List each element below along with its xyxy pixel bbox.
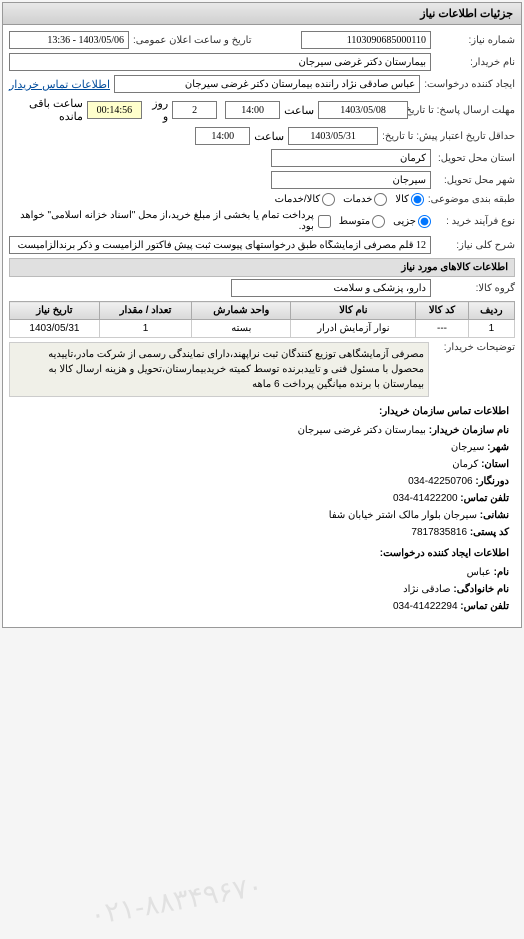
radio-medium[interactable]: متوسط bbox=[339, 215, 385, 228]
table-header-row: ردیف کد کالا نام کالا واحد شمارش تعداد /… bbox=[10, 302, 515, 320]
org-name: بیمارستان دکتر غرضی سیرجان bbox=[298, 425, 426, 436]
delivery-city-label: شهر محل تحویل: bbox=[435, 175, 515, 186]
buyer-name-label: نام خریدار: bbox=[435, 57, 515, 68]
fax-val: 42250706-034 bbox=[408, 476, 473, 487]
address-val: سیرجان بلوار مالک اشتر خیابان شفا bbox=[329, 510, 477, 521]
treasury-checkbox[interactable] bbox=[318, 215, 331, 228]
cell-qty: 1 bbox=[99, 320, 191, 338]
announce-label: تاریخ و ساعت اعلان عمومی: bbox=[133, 35, 252, 46]
postal-label: کد پستی: bbox=[470, 527, 509, 538]
requester-label: ایجاد کننده درخواست: bbox=[424, 79, 515, 90]
buyer-name-input[interactable] bbox=[9, 53, 431, 71]
group-input[interactable] bbox=[231, 279, 431, 297]
radio-kk-input[interactable] bbox=[322, 193, 335, 206]
deadline-label: مهلت ارسال پاسخ: تا تاریخ: bbox=[412, 105, 515, 116]
form-body: شماره نیاز: تاریخ و ساعت اعلان عمومی: نا… bbox=[3, 25, 521, 627]
col-unit: واحد شمارش bbox=[192, 302, 291, 320]
goods-section-title: اطلاعات کالاهای مورد نیاز bbox=[9, 258, 515, 277]
watermark: ۰۲۱-۸۸۳۴۹۶۷۰ bbox=[86, 862, 266, 939]
fax-label: دورنگار: bbox=[475, 476, 509, 487]
radio-medium-input[interactable] bbox=[372, 215, 385, 228]
requester-input[interactable] bbox=[114, 75, 420, 93]
cphone-val: 41422294-034 bbox=[393, 601, 458, 612]
radio-khadamat-input[interactable] bbox=[374, 193, 387, 206]
cell-name: نوار آزمایش ادرار bbox=[291, 320, 416, 338]
name-label: نام: bbox=[494, 567, 509, 578]
contact-block: اطلاعات تماس سازمان خریدار: نام سازمان خ… bbox=[9, 397, 515, 621]
col-code: کد کالا bbox=[416, 302, 468, 320]
state-val: کرمان bbox=[452, 459, 478, 470]
delivery-state-input[interactable] bbox=[271, 149, 431, 167]
time-label-2: ساعت bbox=[254, 130, 284, 143]
remain-time-input bbox=[87, 101, 142, 119]
postal-val: 7817835816 bbox=[411, 527, 467, 538]
cell-code: --- bbox=[416, 320, 468, 338]
radio-kala-khadamat[interactable]: کالا/خدمات bbox=[275, 193, 336, 206]
city-label: شهر: bbox=[487, 442, 509, 453]
radio-khadamat[interactable]: خدمات bbox=[343, 193, 387, 206]
contact-link[interactable]: اطلاعات تماس خریدار bbox=[9, 78, 110, 91]
col-name: نام کالا bbox=[291, 302, 416, 320]
lname-label: نام خانوادگی: bbox=[453, 584, 509, 595]
buyer-desc-box: مصرفی آزمایشگاهی توزیع کنندگان ثبت نراپه… bbox=[9, 342, 429, 397]
cell-unit: بسته bbox=[192, 320, 291, 338]
buyer-desc-label: توضیحات خریدار: bbox=[435, 342, 515, 353]
state-label: استان: bbox=[481, 459, 509, 470]
panel-title: جزئیات اطلاعات نیاز bbox=[3, 3, 521, 25]
phone-val: 41422200-034 bbox=[393, 493, 458, 504]
subject-group-label: طبقه بندی موضوعی: bbox=[428, 194, 515, 205]
radio-kala-input[interactable] bbox=[411, 193, 424, 206]
need-number-input[interactable] bbox=[301, 31, 431, 49]
phone-label: تلفن تماس: bbox=[460, 493, 509, 504]
validity-label: حداقل تاریخ اعتبار پیش: تا تاریخ: bbox=[382, 131, 515, 142]
need-number-label: شماره نیاز: bbox=[435, 35, 515, 46]
remain-days-input bbox=[172, 101, 217, 119]
col-qty: تعداد / مقدار bbox=[99, 302, 191, 320]
need-title-input[interactable] bbox=[9, 236, 431, 254]
radio-kala[interactable]: کالا bbox=[395, 193, 424, 206]
need-details-panel: جزئیات اطلاعات نیاز شماره نیاز: تاریخ و … bbox=[2, 2, 522, 628]
org-name-label: نام سازمان خریدار: bbox=[429, 425, 509, 436]
creator-section-title: اطلاعات ایجاد کننده درخواست: bbox=[15, 545, 509, 562]
cell-date: 1403/05/31 bbox=[10, 320, 100, 338]
cell-idx: 1 bbox=[468, 320, 514, 338]
name-val: عباس bbox=[467, 567, 491, 578]
time-label-1: ساعت bbox=[284, 104, 314, 117]
remain-label: ساعت باقی مانده bbox=[9, 97, 83, 123]
purchase-note: پرداخت تمام یا بخشی از مبلغ خرید،از محل … bbox=[9, 210, 314, 232]
deadline-date-input[interactable] bbox=[318, 101, 408, 119]
purchase-type-label: نوع فرآیند خرید : bbox=[435, 216, 515, 227]
subject-radio-group: کالا خدمات کالا/خدمات bbox=[275, 193, 424, 206]
col-date: تاریخ نیاز bbox=[10, 302, 100, 320]
goods-table: ردیف کد کالا نام کالا واحد شمارش تعداد /… bbox=[9, 301, 515, 338]
day-label: روز و bbox=[146, 97, 168, 123]
lname-val: صادقی نژاد bbox=[403, 584, 450, 595]
validity-time-input[interactable] bbox=[195, 127, 250, 145]
col-row: ردیف bbox=[468, 302, 514, 320]
validity-date-input[interactable] bbox=[288, 127, 378, 145]
group-label: گروه کالا: bbox=[435, 283, 515, 294]
delivery-state-label: استان محل تحویل: bbox=[435, 153, 515, 164]
address-label: نشانی: bbox=[480, 510, 509, 521]
delivery-city-input[interactable] bbox=[271, 171, 431, 189]
deadline-time-input[interactable] bbox=[225, 101, 280, 119]
need-title-label: شرح کلی نیاز: bbox=[435, 240, 515, 251]
purchase-radio-group: جزیی متوسط bbox=[339, 215, 431, 228]
announce-input[interactable] bbox=[9, 31, 129, 49]
contact-section-title: اطلاعات تماس سازمان خریدار: bbox=[15, 403, 509, 420]
radio-small-input[interactable] bbox=[418, 215, 431, 228]
radio-small[interactable]: جزیی bbox=[393, 215, 431, 228]
city-val: سیرجان bbox=[451, 442, 485, 453]
table-row[interactable]: 1 --- نوار آزمایش ادرار بسته 1 1403/05/3… bbox=[10, 320, 515, 338]
cphone-label: تلفن تماس: bbox=[460, 601, 509, 612]
